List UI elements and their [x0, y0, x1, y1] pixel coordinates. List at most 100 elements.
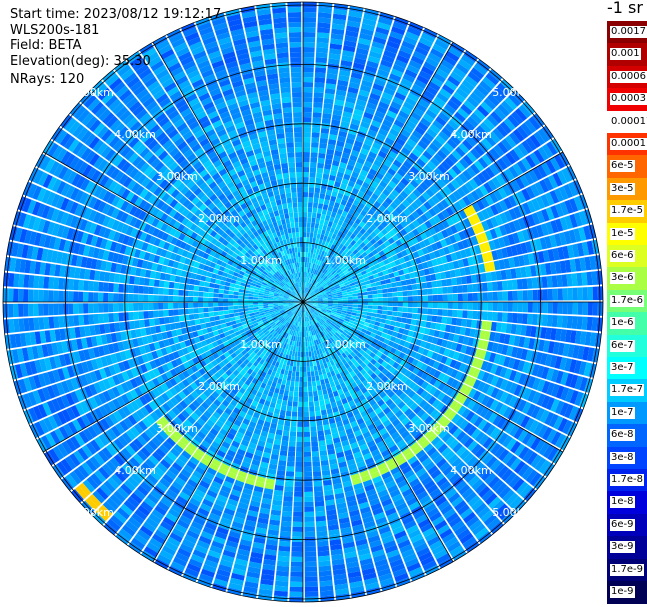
range-gate: [321, 384, 327, 390]
range-gate: [307, 202, 313, 208]
range-gate: [287, 400, 293, 407]
range-gate: [303, 456, 312, 462]
range-gate: [318, 394, 324, 401]
range-gate: [476, 125, 488, 137]
range-gate: [309, 237, 313, 243]
range-gate: [335, 197, 342, 204]
range-gate: [380, 280, 387, 285]
range-gate: [432, 205, 441, 215]
range-gate: [290, 571, 303, 577]
range-gate: [347, 237, 353, 244]
range-gate: [312, 295, 317, 299]
range-gate: [335, 241, 341, 248]
range-gate: [322, 173, 330, 180]
range-gate: [307, 371, 311, 377]
range-gate: [316, 233, 321, 240]
range-gate: [376, 196, 385, 205]
range-gate: [412, 295, 418, 302]
range-gate: [508, 257, 516, 268]
range-gate: [357, 94, 369, 102]
range-gate: [557, 246, 565, 260]
range-gate: [303, 441, 311, 447]
range-gate: [291, 556, 303, 562]
range-gate: [542, 144, 554, 158]
range-gate: [315, 67, 327, 74]
range-gate: [387, 267, 394, 274]
range-gate: [282, 430, 290, 437]
range-gate: [351, 255, 358, 261]
range-gate: [433, 265, 440, 274]
range-gate: [399, 211, 408, 220]
range-gate: [305, 293, 310, 299]
range-gate: [277, 378, 283, 385]
range-gate: [334, 150, 343, 157]
range-gate: [340, 121, 350, 128]
range-gate: [380, 220, 388, 228]
range-gate: [340, 199, 348, 206]
range-gate: [340, 60, 353, 67]
range-gate: [353, 266, 360, 272]
range-gate: [414, 144, 425, 154]
range-gate: [450, 71, 464, 83]
range-gate: [448, 46, 463, 58]
range-gate: [337, 208, 344, 215]
range-gate: [501, 344, 509, 356]
range-gate: [503, 117, 516, 131]
range-gate: [319, 255, 324, 261]
range-gate: [459, 158, 470, 169]
range-gate: [368, 197, 376, 205]
range-gate: [469, 328, 476, 338]
range-gate: [293, 361, 297, 367]
range-gate: [430, 48, 444, 59]
range-gate: [351, 263, 358, 270]
range-gate: [279, 530, 291, 537]
range-gate: [305, 272, 308, 278]
range-gate: [520, 242, 528, 254]
range-gate: [347, 299, 353, 302]
range-gate: [300, 361, 303, 367]
range-gate: [554, 154, 566, 169]
range-gate: [330, 244, 336, 250]
range-gate: [308, 351, 312, 357]
range-gate: [321, 293, 327, 296]
range-gate: [525, 325, 532, 337]
range-gate: [569, 198, 579, 213]
range-gate: [306, 262, 310, 268]
range-gate: [450, 342, 458, 351]
range-gate: [323, 393, 329, 400]
range-gate: [325, 270, 330, 276]
range-gate: [388, 180, 397, 189]
range-gate: [392, 159, 403, 168]
range-gate: [341, 239, 347, 246]
range-gate: [292, 366, 297, 372]
range-gate: [461, 318, 468, 327]
range-gate: [315, 238, 320, 244]
range-gate: [325, 289, 331, 293]
range-gate: [529, 134, 542, 149]
range-gate: [359, 33, 373, 41]
range-gate: [320, 455, 329, 462]
range-gate: [362, 273, 369, 279]
range-gate: [535, 351, 543, 364]
range-gate: [366, 287, 373, 292]
range-gate: [281, 399, 288, 406]
range-gate: [591, 239, 600, 255]
range-gate: [359, 186, 368, 194]
range-gate: [557, 288, 563, 301]
range-gate: [552, 288, 558, 301]
range-gate: [307, 300, 313, 302]
range-gate: [287, 370, 293, 377]
range-gate: [312, 253, 316, 259]
range-gate: [308, 197, 314, 203]
range-gate: [335, 287, 341, 291]
range-gate: [395, 137, 406, 147]
range-gate: [308, 242, 313, 248]
range-gate: [307, 217, 312, 223]
range-gate: [347, 309, 353, 313]
range-gate: [420, 320, 427, 328]
range-gate: [354, 52, 368, 61]
range-gate: [469, 265, 476, 275]
range-gate: [568, 229, 577, 244]
range-gate: [312, 107, 323, 113]
range-gate: [324, 264, 330, 270]
